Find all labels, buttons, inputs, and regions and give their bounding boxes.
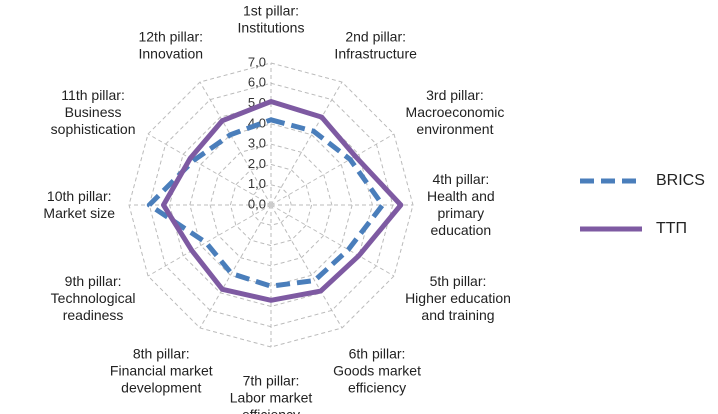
spoke (270, 204, 395, 277)
axis-label: 1st pillar: Institutions (237, 2, 305, 36)
tick-label: 2,0 (248, 156, 266, 171)
axis-label: 11th pillar: Business sophistication (50, 86, 136, 137)
series-line (146, 117, 386, 289)
axis-label: 8th pillar: Financial market development (109, 344, 213, 395)
legend-label: ТТП (656, 220, 687, 237)
axis-label: 2nd pillar: Infrastructure (334, 29, 417, 63)
grid-ring (209, 143, 333, 267)
grid-ring (250, 184, 292, 226)
tick-label: 1,0 (248, 176, 266, 191)
axis-label: 3rd pillar: Macroeconomic environment (405, 86, 505, 137)
spoke (199, 81, 272, 206)
grid-ring (189, 123, 353, 287)
spoke (270, 204, 343, 329)
tick-label: 3,0 (248, 136, 266, 151)
axis-label: 10th pillar: Market size (43, 188, 115, 221)
tick-label: 0,0 (248, 196, 266, 211)
tick-label: 6,0 (248, 75, 266, 90)
axis-label: 5th pillar: Higher education and trainin… (405, 272, 511, 323)
axis-label: 4th pillar: Health and primary education (427, 171, 495, 238)
series-line (160, 99, 404, 303)
axis-label: 12th pillar: Innovation (138, 29, 204, 63)
tick-label: 7,0 (248, 54, 266, 69)
spoke (270, 81, 343, 206)
grid-ring (229, 163, 313, 247)
legend-label: BRICS (656, 172, 705, 189)
axis-label: 7th pillar: Labor market efficiency (229, 372, 313, 414)
center (268, 202, 274, 208)
spoke (147, 204, 272, 277)
spoke (199, 204, 272, 329)
spoke (147, 133, 272, 206)
axis-label: 6th pillar: Goods market efficiency (333, 344, 421, 395)
spoke (270, 133, 395, 206)
axis-label: 9th pillar: Technological readiness (50, 272, 136, 323)
